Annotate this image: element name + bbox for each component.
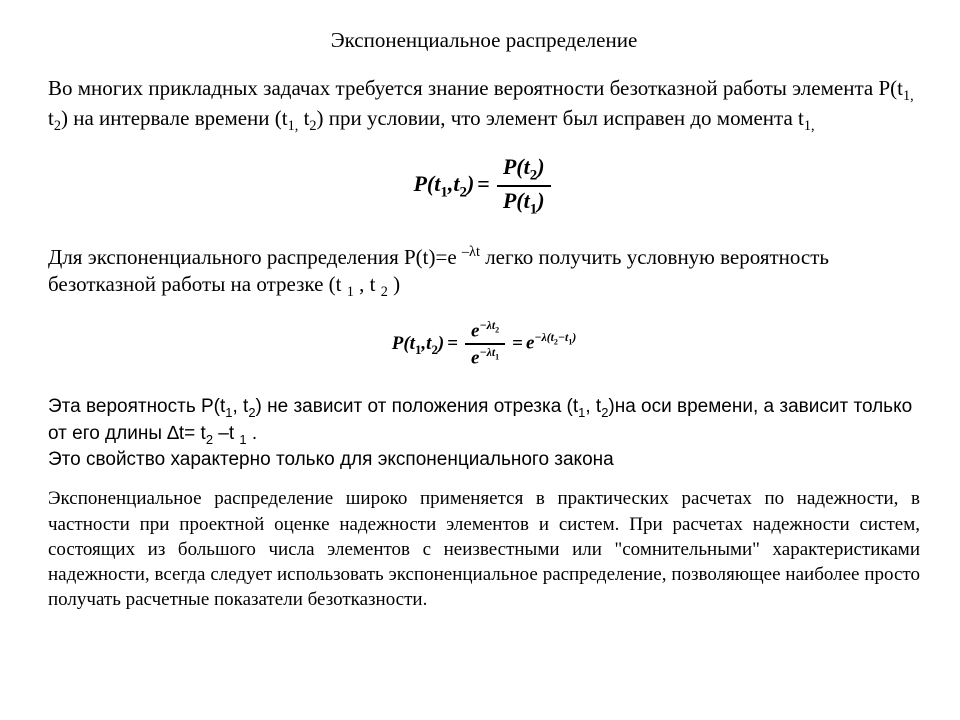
- formula-2-block: P(t1,t2)= e−λt2 e−λt1 =e−λ(t2−t1): [48, 319, 920, 370]
- formula-1-fraction: P(t2) P(t1): [497, 154, 551, 219]
- formula-1-block: P(t1,t2)= P(t2) P(t1): [48, 154, 920, 219]
- formula-1-lhs: P(t1,t2): [413, 171, 474, 196]
- page-title: Экспоненциальное распределение: [168, 28, 800, 53]
- formula-2-lhs: P(t1,t2): [392, 333, 444, 354]
- paragraph-2: Для экспоненциального распределения P(t)…: [48, 243, 920, 301]
- formula-1-numerator: P(t2): [497, 154, 551, 187]
- paragraph-3: Эта вероятность P(t1, t2) не зависит от …: [48, 394, 920, 473]
- formula-2-numerator: e−λt2: [465, 319, 505, 345]
- document-page: Экспоненциальное распределение Во многих…: [0, 0, 960, 720]
- paragraph-1: Во многих прикладных задачах требуется з…: [48, 75, 920, 136]
- formula-2: P(t1,t2)= e−λt2 e−λt1 =e−λ(t2−t1): [392, 319, 577, 370]
- formula-1: P(t1,t2)= P(t2) P(t1): [413, 154, 554, 219]
- formula-1-denominator: P(t1): [497, 187, 551, 218]
- formula-2-denominator: e−λt1: [465, 345, 505, 369]
- formula-2-rhs-exponent: −λ(t2−t1): [534, 331, 576, 344]
- formula-2-fraction: e−λt2 e−λt1: [465, 319, 505, 370]
- paragraph-4: Экспоненциальное распределение широко пр…: [48, 486, 920, 611]
